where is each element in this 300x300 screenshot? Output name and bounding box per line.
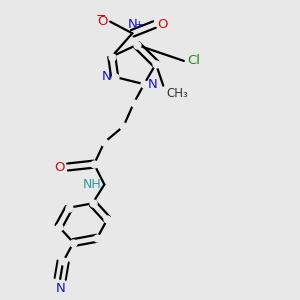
Text: O: O bbox=[98, 15, 108, 28]
Text: N: N bbox=[128, 18, 137, 31]
Text: +: + bbox=[134, 20, 143, 30]
Text: N: N bbox=[101, 70, 111, 83]
Text: −: − bbox=[96, 10, 106, 23]
Text: Cl: Cl bbox=[187, 54, 200, 68]
Text: CH₃: CH₃ bbox=[166, 87, 188, 100]
Text: O: O bbox=[55, 160, 65, 173]
Text: N: N bbox=[55, 282, 65, 295]
Text: O: O bbox=[157, 18, 167, 31]
Text: NH: NH bbox=[83, 178, 101, 191]
Text: N: N bbox=[148, 78, 158, 91]
